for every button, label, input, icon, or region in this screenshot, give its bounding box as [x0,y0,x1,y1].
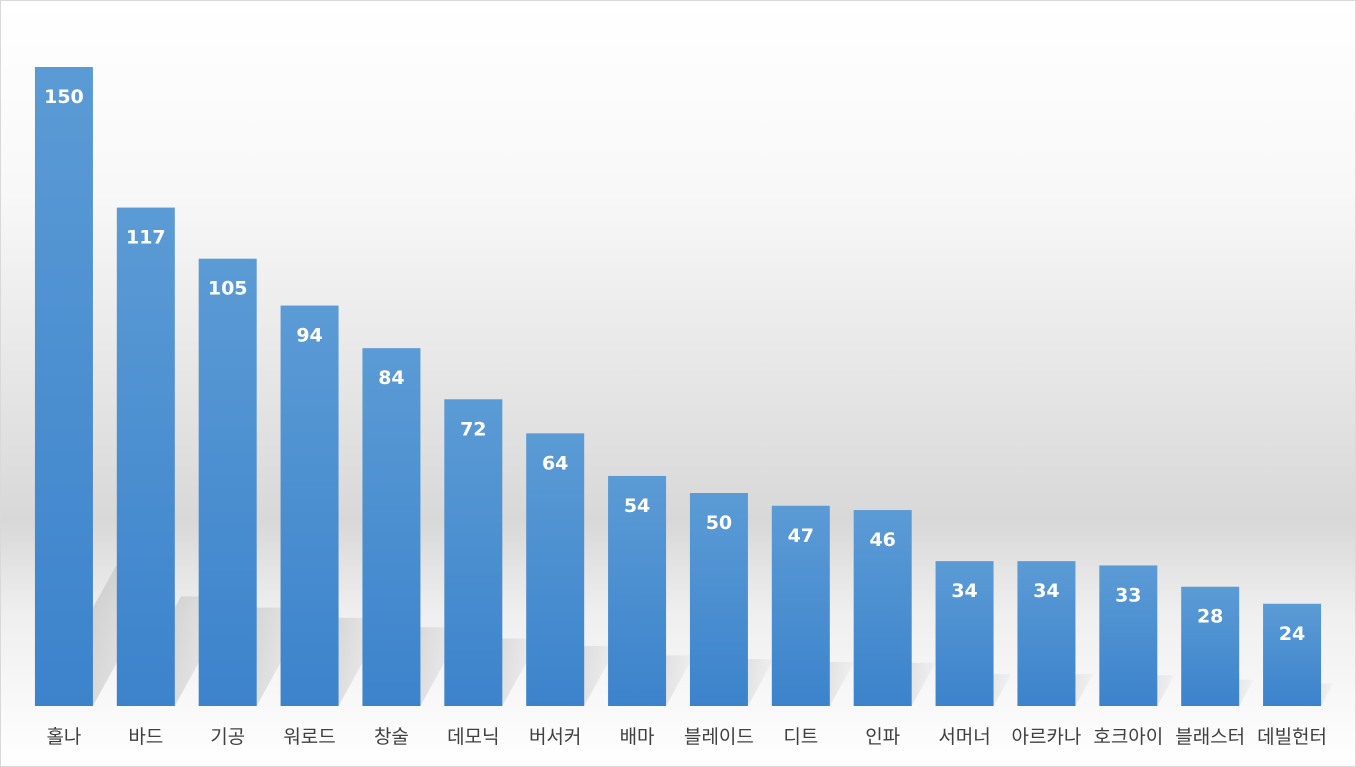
category-label-7: 배마 [620,726,655,748]
bar-5 [444,399,503,706]
value-label-0: 150 [44,86,84,108]
category-label-15: 데빌헌터 [1257,726,1327,748]
category-label-11: 서머너 [938,726,990,748]
category-label-13: 호크아이 [1093,726,1163,748]
value-label-2: 105 [208,278,248,300]
bar-13 [1099,565,1158,706]
value-label-6: 64 [542,452,568,474]
value-label-4: 84 [378,367,404,389]
category-label-0: 홀나 [46,726,81,748]
category-axis: 홀나 바드 기공 워로드 창술 데모닉 버서커 배마 블레이드 디트 인파 서머너 아르카나 호크아이 블래… [46,726,1327,748]
bar-9 [771,505,830,706]
bar-10 [853,510,912,706]
bar-3 [280,305,339,706]
value-label-12: 34 [1033,580,1059,602]
value-label-10: 46 [869,529,895,551]
category-label-12: 아르카나 [1011,726,1081,748]
value-label-14: 28 [1197,606,1223,628]
value-label-7: 54 [624,495,650,517]
bar-15 [1263,603,1322,706]
bar-2 [198,258,257,706]
bar-6 [526,433,585,706]
bar-11 [935,561,994,706]
bar-1 [116,207,175,706]
value-label-11: 34 [951,580,977,602]
category-label-2: 기공 [210,726,245,748]
value-label-9: 47 [788,525,814,547]
data-labels: 150 117 105 94 84 72 64 54 50 47 46 34 34 33 28 24 [44,86,1305,645]
category-label-9: 디트 [783,726,818,748]
category-label-14: 블래스터 [1175,726,1245,748]
value-label-8: 50 [706,512,732,534]
category-label-1: 바드 [128,726,163,748]
category-label-6: 버서커 [529,726,581,748]
category-label-4: 창술 [374,726,409,748]
bar-4 [362,348,421,706]
value-label-13: 33 [1115,584,1141,606]
category-label-3: 워로드 [283,726,335,748]
bar-12 [1017,561,1076,706]
value-label-15: 24 [1279,623,1305,645]
bar-14 [1181,586,1240,706]
bar-8 [689,493,748,706]
value-label-5: 72 [460,418,486,440]
value-label-3: 94 [296,325,322,347]
category-label-8: 블레이드 [684,726,754,748]
bar-series [34,67,1322,706]
category-label-10: 인파 [865,726,900,748]
bar-0 [34,67,93,706]
category-label-5: 데모닉 [447,726,499,748]
value-label-1: 117 [126,227,166,249]
bar-7 [608,475,667,706]
